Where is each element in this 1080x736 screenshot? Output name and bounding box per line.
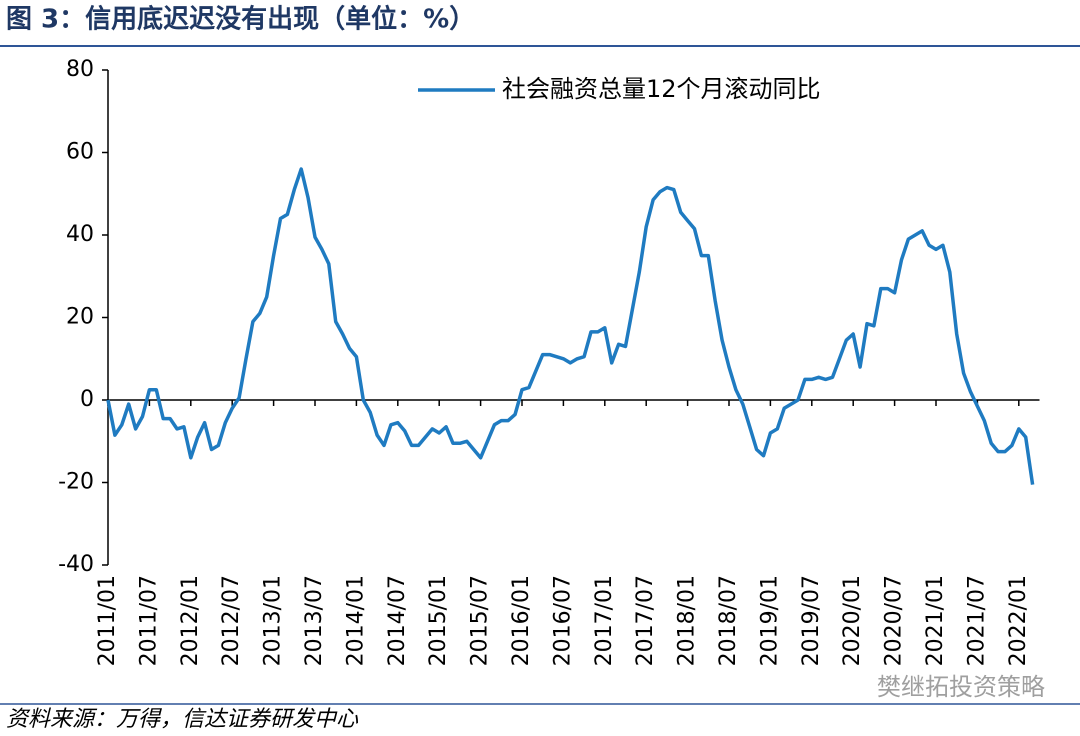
chart-title: 图 3：信用底迟迟没有出现（单位：%） xyxy=(6,4,475,35)
x-tick-label: 2018/01 xyxy=(675,575,700,666)
x-tick-label: 2011/07 xyxy=(136,575,161,666)
x-tick-label: 2019/01 xyxy=(757,575,782,666)
x-tick-label: 2017/01 xyxy=(592,575,617,666)
legend-label: 社会融资总量12个月滚动同比 xyxy=(502,75,821,103)
y-tick-label: 0 xyxy=(80,387,94,412)
y-tick-label: -20 xyxy=(58,470,94,495)
y-tick-label: -40 xyxy=(58,552,94,577)
x-tick-label: 2022/01 xyxy=(1006,575,1031,666)
x-tick-label: 2013/01 xyxy=(261,575,286,666)
y-tick-label: 60 xyxy=(66,140,94,165)
y-tick-label: 80 xyxy=(66,57,94,82)
x-tick-label: 2021/07 xyxy=(964,575,989,666)
x-tick-label: 2020/07 xyxy=(882,575,907,666)
x-tick-label: 2015/07 xyxy=(468,575,493,666)
x-tick-label: 2012/01 xyxy=(178,575,203,666)
watermark: 樊继拓投资策略 xyxy=(877,673,1045,701)
x-tick-label: 2015/01 xyxy=(426,575,451,666)
x-tick-label: 2020/01 xyxy=(840,575,865,666)
x-tick-label: 2019/07 xyxy=(799,575,824,666)
x-tick-label: 2013/07 xyxy=(302,575,327,666)
x-tick-label: 2012/07 xyxy=(219,575,244,666)
series-line xyxy=(106,167,1035,485)
x-tick-label: 2017/07 xyxy=(633,575,658,666)
source-note: 资料来源：万得，信达证券研发中心 xyxy=(6,707,359,732)
x-tick-label: 2014/07 xyxy=(385,575,410,666)
x-tick-label: 2014/01 xyxy=(343,575,368,666)
x-tick-label: 2011/01 xyxy=(95,575,120,666)
x-tick-label: 2021/01 xyxy=(923,575,948,666)
x-tick-label: 2018/07 xyxy=(716,575,741,666)
x-tick-label: 2016/07 xyxy=(550,575,575,666)
x-tick-label: 2016/01 xyxy=(509,575,534,666)
y-tick-label: 20 xyxy=(66,305,94,330)
y-tick-label: 40 xyxy=(66,222,94,247)
